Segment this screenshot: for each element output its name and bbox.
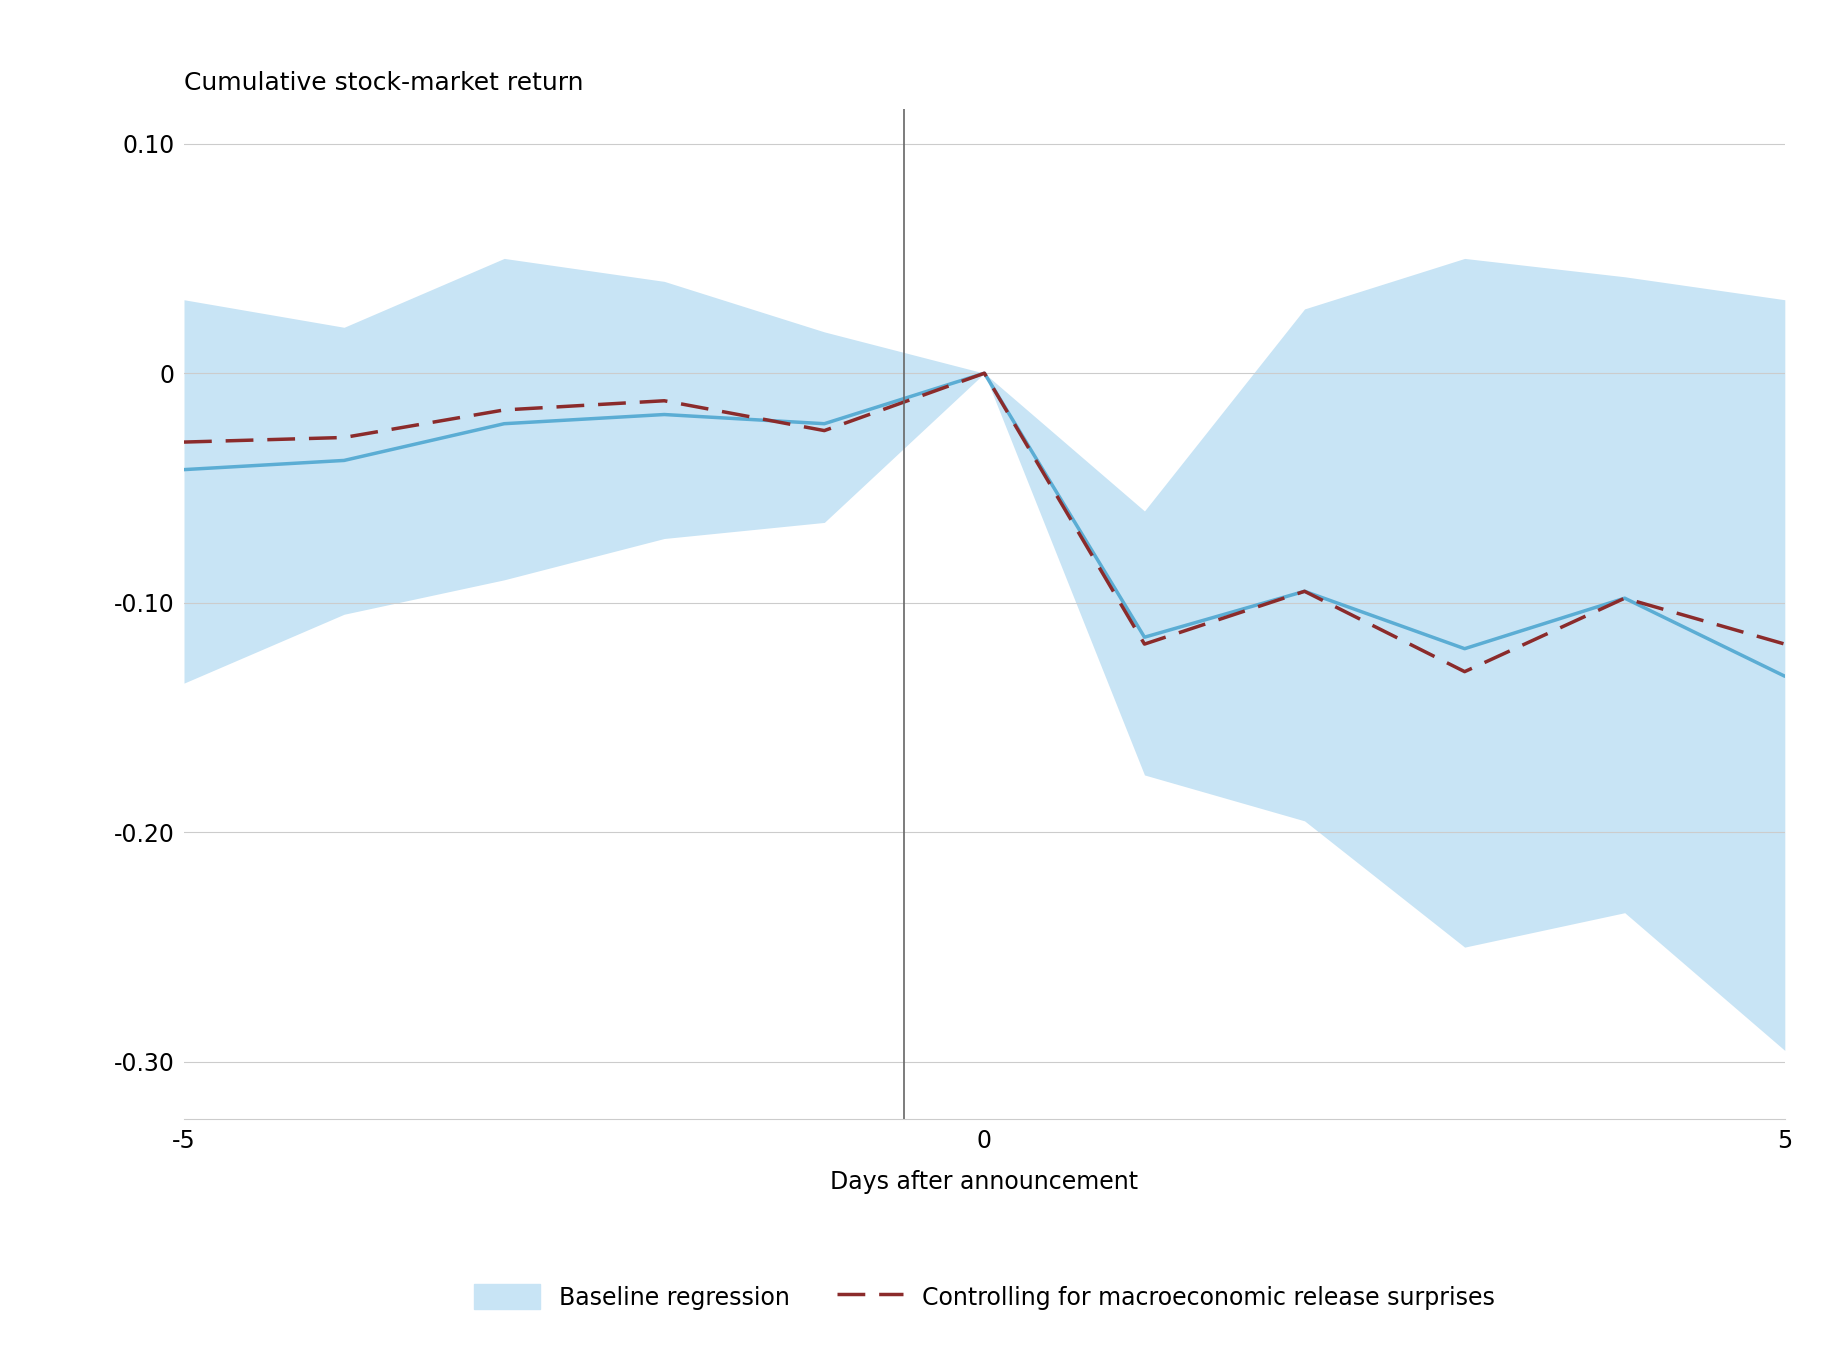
Text: Cumulative stock-market return: Cumulative stock-market return	[184, 71, 583, 94]
X-axis label: Days after announcement: Days after announcement	[829, 1170, 1138, 1193]
Legend: Baseline regression, Controlling for macroeconomic release surprises: Baseline regression, Controlling for mac…	[474, 1284, 1493, 1309]
